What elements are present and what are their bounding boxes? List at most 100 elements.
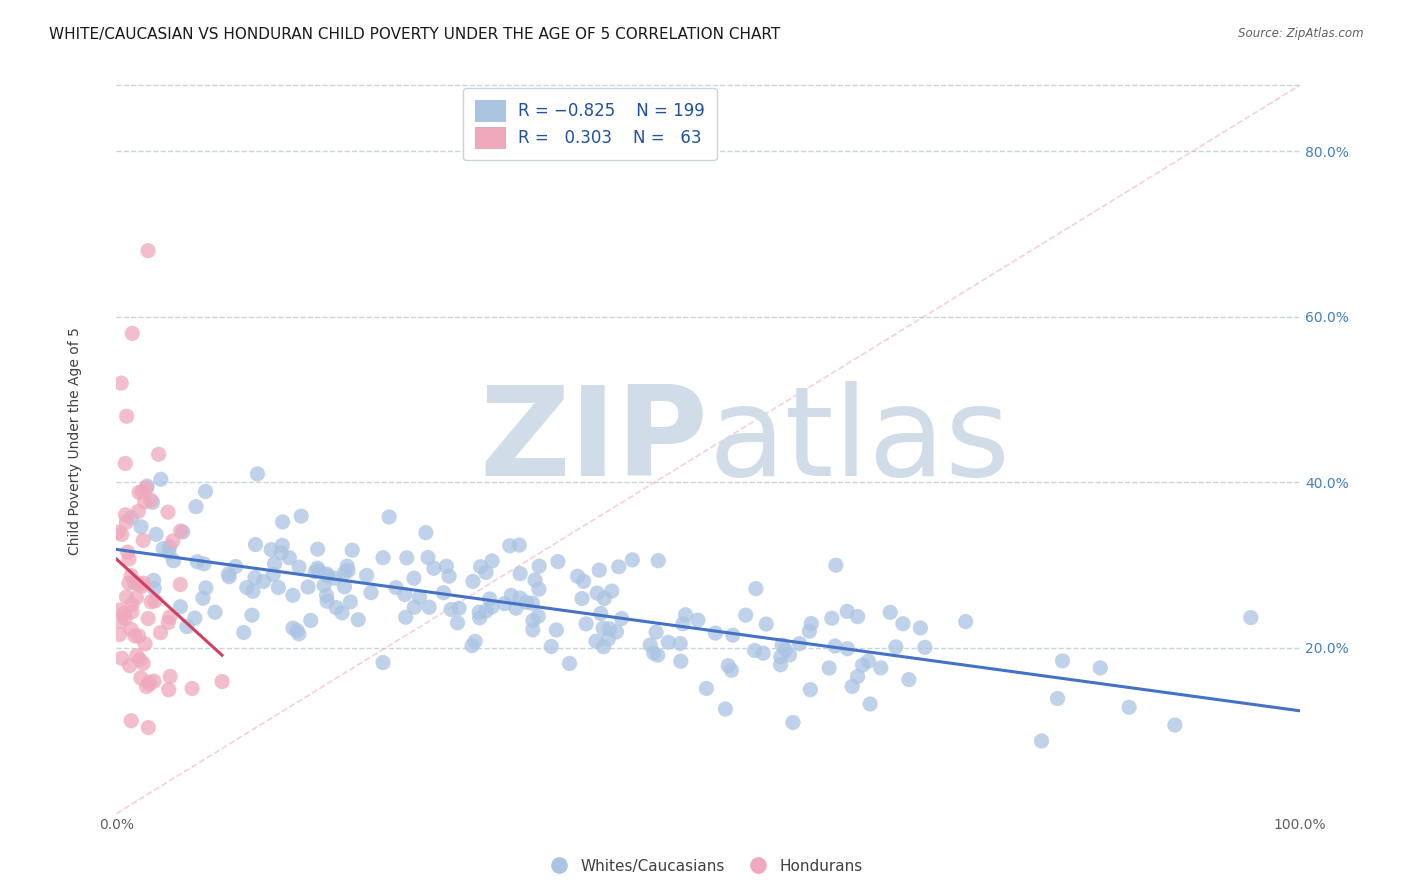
Point	[720, 663, 742, 677]
Point	[136, 611, 159, 625]
Point	[315, 588, 337, 602]
Point	[415, 525, 437, 540]
Point	[621, 553, 644, 567]
Point	[571, 591, 593, 606]
Point	[240, 608, 263, 623]
Point	[879, 605, 901, 619]
Point	[789, 637, 811, 651]
Point	[193, 557, 215, 571]
Point	[143, 674, 166, 689]
Point	[148, 447, 170, 461]
Point	[159, 610, 181, 624]
Point	[714, 702, 737, 716]
Point	[260, 542, 283, 557]
Point	[285, 624, 308, 638]
Point	[523, 573, 546, 587]
Point	[1164, 718, 1187, 732]
Point	[821, 611, 844, 625]
Point	[136, 244, 159, 258]
Point	[955, 615, 977, 629]
Point	[464, 634, 486, 648]
Point	[745, 582, 768, 596]
Point	[157, 615, 180, 630]
Point	[402, 571, 425, 585]
Point	[395, 610, 418, 624]
Point	[547, 555, 569, 569]
Point	[114, 457, 136, 471]
Point	[125, 648, 148, 663]
Point	[858, 654, 880, 668]
Point	[1118, 700, 1140, 714]
Point	[837, 604, 859, 618]
Point	[333, 566, 356, 580]
Point	[218, 570, 240, 584]
Point	[314, 578, 336, 592]
Point	[546, 623, 568, 637]
Point	[647, 554, 669, 568]
Point	[242, 584, 264, 599]
Point	[127, 504, 149, 518]
Text: ZIP: ZIP	[479, 381, 709, 501]
Point	[395, 550, 418, 565]
Point	[598, 632, 620, 646]
Point	[643, 646, 665, 660]
Point	[721, 628, 744, 642]
Point	[675, 607, 697, 622]
Point	[1090, 661, 1112, 675]
Point	[336, 559, 359, 574]
Point	[118, 552, 141, 566]
Point	[824, 639, 846, 653]
Point	[755, 617, 778, 632]
Point	[243, 571, 266, 585]
Point	[111, 651, 134, 665]
Point	[232, 625, 254, 640]
Point	[136, 721, 159, 735]
Point	[186, 555, 208, 569]
Point	[157, 545, 180, 559]
Point	[115, 590, 138, 604]
Point	[437, 569, 460, 583]
Point	[271, 515, 294, 529]
Point	[408, 591, 430, 605]
Point	[522, 596, 544, 610]
Legend: Whites/Caucasians, Hondurans: Whites/Caucasians, Hondurans	[537, 853, 869, 880]
Point	[114, 508, 136, 522]
Point	[110, 615, 132, 629]
Point	[267, 581, 290, 595]
Point	[752, 646, 775, 660]
Point	[778, 648, 800, 662]
Point	[316, 594, 339, 608]
Point	[446, 615, 468, 630]
Point	[307, 542, 329, 557]
Point	[859, 697, 882, 711]
Point	[846, 609, 869, 624]
Point	[371, 656, 394, 670]
Point	[204, 605, 226, 619]
Point	[162, 534, 184, 549]
Point	[121, 605, 143, 619]
Point	[645, 625, 668, 640]
Point	[509, 591, 531, 605]
Point	[125, 591, 148, 605]
Point	[800, 616, 823, 631]
Point	[799, 682, 821, 697]
Point	[572, 574, 595, 589]
Text: Source: ZipAtlas.com: Source: ZipAtlas.com	[1239, 27, 1364, 40]
Point	[342, 543, 364, 558]
Point	[339, 595, 361, 609]
Point	[558, 657, 581, 671]
Point	[152, 541, 174, 556]
Point	[897, 673, 920, 687]
Point	[522, 623, 544, 637]
Point	[115, 409, 138, 424]
Point	[436, 559, 458, 574]
Point	[134, 495, 156, 509]
Point	[910, 621, 932, 635]
Point	[527, 559, 550, 574]
Point	[470, 559, 492, 574]
Point	[141, 495, 163, 509]
Point	[695, 681, 717, 696]
Point	[191, 591, 214, 606]
Point	[891, 616, 914, 631]
Point	[145, 527, 167, 541]
